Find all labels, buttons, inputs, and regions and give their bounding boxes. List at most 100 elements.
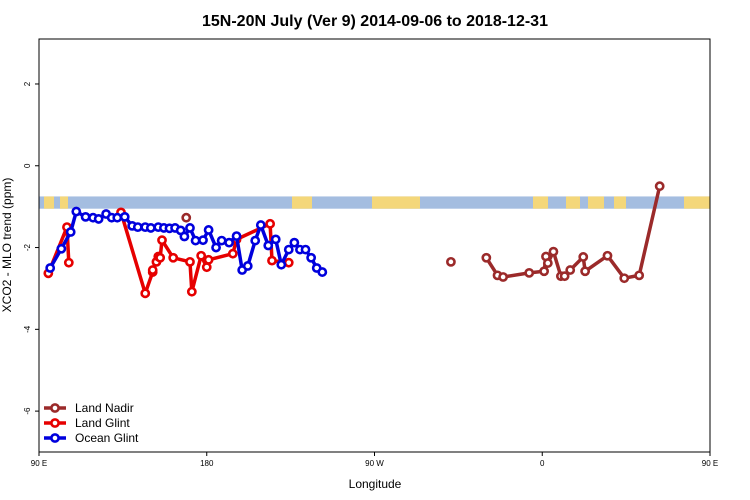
x-axis-label: Longitude — [349, 477, 402, 491]
data-point — [289, 237, 300, 248]
data-point — [619, 273, 630, 284]
legend-item: Land Nadir — [44, 401, 134, 415]
data-point — [542, 258, 553, 268]
data-point — [634, 270, 645, 281]
data-point — [71, 206, 82, 217]
land-patch — [292, 196, 312, 209]
data-point — [481, 252, 492, 263]
data-point — [565, 265, 576, 275]
data-point — [216, 235, 227, 246]
legend-marker — [50, 418, 60, 428]
data-point — [654, 181, 665, 192]
data-point — [112, 212, 123, 223]
data-point — [250, 235, 261, 246]
data-point — [255, 220, 266, 230]
data-point — [181, 212, 192, 223]
land-patch — [372, 196, 420, 209]
data-point — [155, 252, 166, 263]
legend-label: Land Nadir — [75, 401, 134, 415]
plot-area — [39, 181, 710, 299]
data-point — [300, 244, 311, 255]
data-point — [580, 266, 591, 277]
chart-title: 15N-20N July (Ver 9) 2014-09-06 to 2018-… — [202, 13, 548, 30]
data-point — [267, 255, 277, 266]
data-point — [548, 246, 559, 257]
data-point — [283, 244, 294, 255]
data-point — [147, 265, 158, 275]
data-point — [145, 223, 156, 233]
data-point — [270, 234, 281, 245]
x-tick-label: 180 — [200, 459, 214, 468]
y-tick-label: 2 — [23, 81, 32, 86]
land-patch — [60, 196, 68, 209]
data-point — [80, 211, 91, 222]
legend-label: Land Glint — [75, 416, 130, 430]
data-point — [63, 257, 74, 268]
data-point — [265, 218, 276, 229]
data-point — [559, 271, 570, 282]
data-point — [196, 250, 207, 261]
land-patch — [684, 196, 710, 209]
data-point — [211, 242, 221, 253]
data-point — [446, 256, 456, 267]
data-point — [168, 252, 179, 263]
data-point — [45, 263, 56, 273]
data-point — [524, 267, 535, 278]
land-patch — [533, 196, 548, 209]
data-point — [190, 235, 201, 246]
data-point — [65, 227, 76, 237]
data-point — [56, 243, 67, 254]
land-patch — [588, 196, 604, 209]
land-patch — [614, 196, 626, 209]
y-tick-label: 0 — [23, 163, 32, 168]
data-point — [602, 250, 613, 261]
data-point — [179, 231, 190, 242]
x-axis: 90 E 180 90 W 0 90 E — [31, 452, 718, 468]
data-point — [185, 223, 195, 233]
legend-marker — [50, 403, 60, 413]
data-point — [132, 222, 143, 232]
data-point — [227, 248, 238, 259]
legend-item: Land Glint — [44, 416, 130, 430]
data-point — [186, 286, 197, 297]
y-axis: 2 0 -2 -4 -6 — [23, 81, 39, 415]
data-point — [119, 211, 130, 222]
data-point — [283, 257, 294, 268]
data-point — [203, 225, 214, 235]
data-point — [224, 237, 235, 248]
series-land-glint — [43, 207, 294, 299]
series-land-nadir — [181, 181, 665, 284]
land-patch — [566, 196, 580, 209]
x-tick-label: 90 E — [31, 459, 47, 468]
data-point — [578, 252, 589, 262]
x-tick-label: 0 — [540, 459, 545, 468]
data-point — [263, 240, 274, 251]
y-tick-label: -4 — [23, 325, 32, 333]
data-point — [317, 267, 328, 277]
legend-marker — [50, 433, 60, 443]
legend-item: Ocean Glint — [44, 431, 139, 445]
plot-frame — [38, 38, 711, 453]
data-point — [185, 256, 195, 267]
data-point — [242, 261, 253, 271]
data-point — [93, 214, 104, 224]
data-point — [498, 272, 509, 282]
y-tick-label: -2 — [23, 243, 32, 251]
data-point — [203, 254, 214, 265]
x-tick-label: 90 E — [702, 459, 718, 468]
y-tick-label: -6 — [23, 407, 32, 415]
data-point — [157, 235, 167, 246]
land-patch — [44, 196, 54, 209]
data-point — [306, 252, 317, 263]
data-point — [539, 266, 550, 277]
series-ocean-glint — [45, 206, 328, 277]
data-point — [198, 235, 208, 246]
data-point — [231, 231, 242, 241]
legend-label: Ocean Glint — [75, 431, 139, 445]
data-point — [276, 259, 287, 270]
x-tick-label: 90 W — [365, 459, 384, 468]
y-axis-label: XCO2 - MLO trend (ppm) — [0, 178, 14, 313]
data-point — [140, 288, 151, 299]
